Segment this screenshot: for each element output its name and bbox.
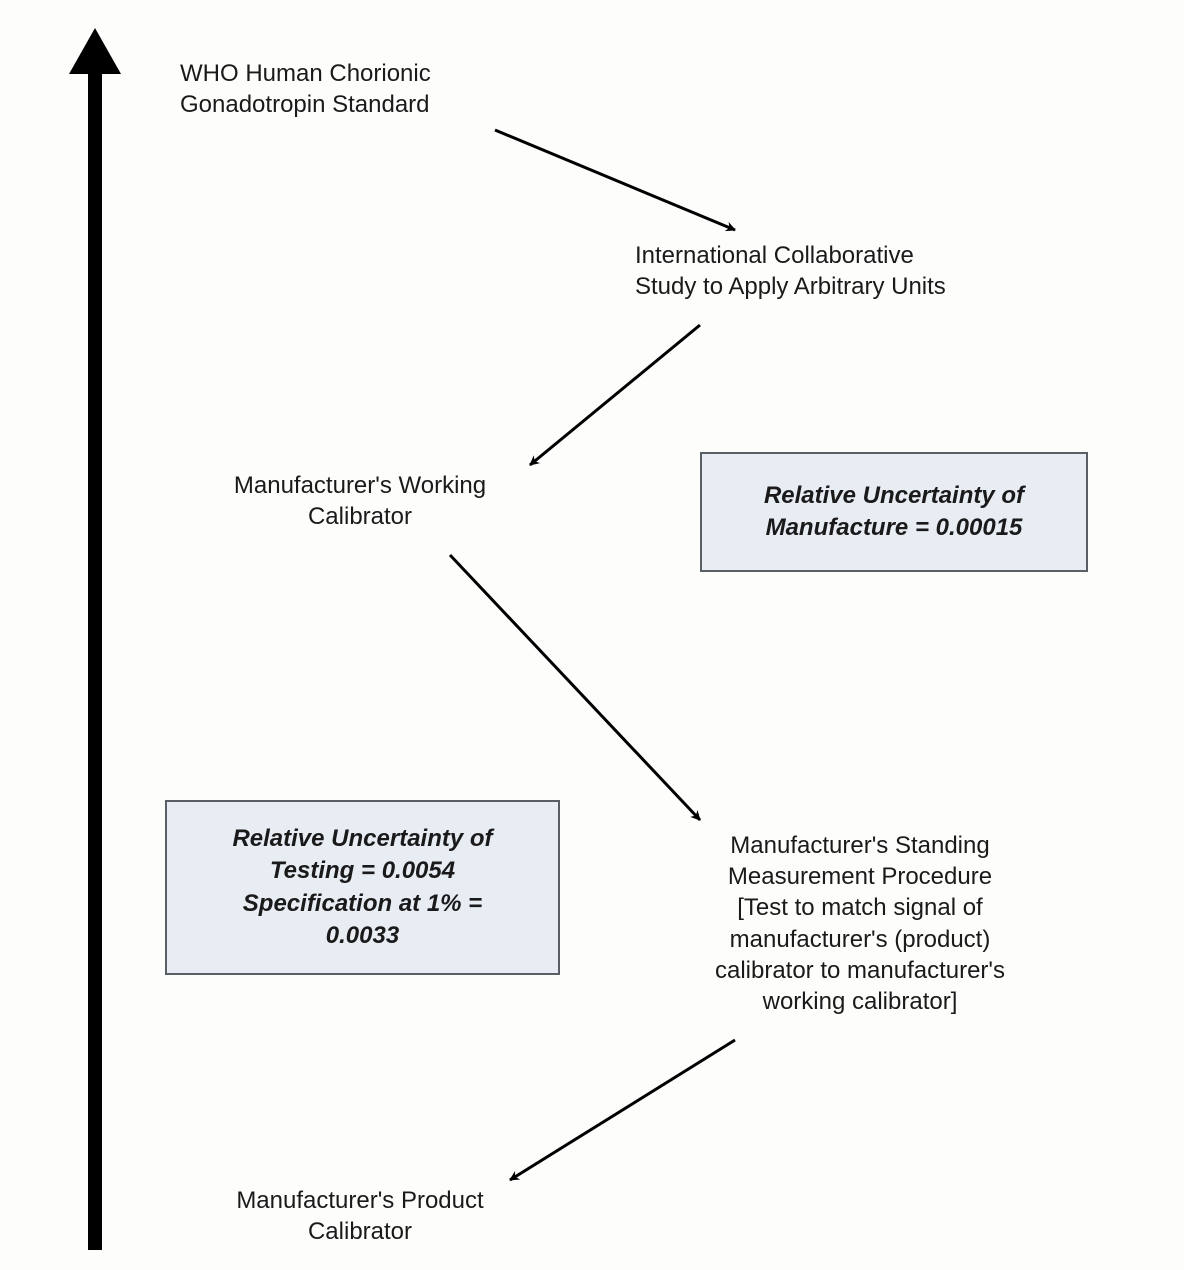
node-working-calibrator: Manufacturer's Working Calibrator [170,470,550,532]
vertical-axis-arrow [69,28,121,1250]
connector-arrow [450,555,700,820]
node-who-standard: WHO Human Chorionic Gonadotropin Standar… [180,58,540,120]
box-uncertainty-manufacture: Relative Uncertainty of Manufacture = 0.… [700,452,1088,572]
connector-arrow [530,325,700,465]
node-international-study: International Collaborative Study to App… [635,240,1075,302]
connector-arrow [510,1040,735,1180]
node-standing-measurement-procedure: Manufacturer's Standing Measurement Proc… [650,830,1070,1017]
diagram-canvas: WHO Human Chorionic Gonadotropin Standar… [0,0,1184,1270]
connector-arrow [495,130,735,230]
node-product-calibrator: Manufacturer's Product Calibrator [170,1185,550,1247]
box-uncertainty-testing: Relative Uncertainty of Testing = 0.0054… [165,800,560,975]
diagram-arrows [0,0,1184,1270]
